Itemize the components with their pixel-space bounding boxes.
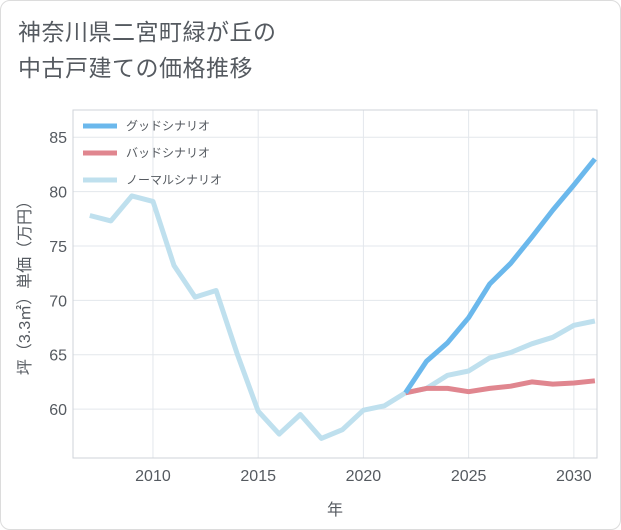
legend-label: バッドシナリオ [126, 146, 210, 160]
series-line-1 [404, 378, 596, 396]
x-tick-label: 2025 [451, 468, 487, 485]
y-tick-label: 85 [49, 130, 67, 147]
chart-title-line-1: 神奈川県二宮町緑が丘の [18, 19, 277, 45]
y-tick-label: 65 [49, 348, 67, 365]
x-tick-label: 2010 [135, 468, 171, 485]
grid-lines [73, 110, 597, 458]
y-tick-label: 75 [49, 239, 67, 256]
series-line-0 [403, 157, 597, 395]
y-tick-labels: 60 65 70 75 80 85 [49, 130, 67, 419]
legend-label: ノーマルシナリオ [126, 173, 222, 187]
y-tick-label: 70 [49, 293, 67, 310]
y-axis-label: 坪（3.3㎡）単価（万円） [16, 193, 34, 375]
x-tick-label: 2030 [556, 468, 592, 485]
y-tick-label: 80 [49, 185, 67, 202]
y-tick-label: 60 [49, 402, 67, 419]
chart-title-line-2: 中古戸建ての価格推移 [18, 55, 253, 81]
x-tick-labels: 2010 2015 2020 2025 2030 [135, 468, 592, 485]
plot-area [72, 109, 598, 459]
x-tick-label: 2015 [240, 468, 276, 485]
x-axis-label: 年 [327, 501, 343, 519]
series-lines [89, 157, 597, 441]
chart-title: 神奈川県二宮町緑が丘の 中古戸建ての価格推移 [18, 14, 598, 86]
x-tick-label: 2020 [346, 468, 382, 485]
series-line-2 [89, 193, 596, 441]
legend-label: グッドシナリオ [126, 119, 210, 133]
